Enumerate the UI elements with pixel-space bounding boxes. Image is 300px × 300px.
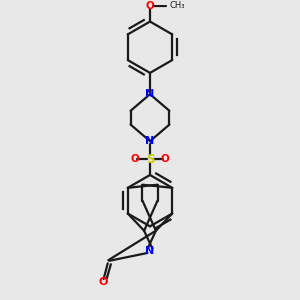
Text: CH₃: CH₃ (169, 2, 184, 10)
Text: O: O (130, 154, 139, 164)
Text: O: O (146, 1, 154, 11)
Text: O: O (98, 277, 108, 287)
Text: N: N (146, 136, 154, 146)
Text: S: S (146, 152, 154, 166)
Text: N: N (146, 246, 154, 256)
Text: O: O (161, 154, 170, 164)
Text: N: N (146, 89, 154, 99)
